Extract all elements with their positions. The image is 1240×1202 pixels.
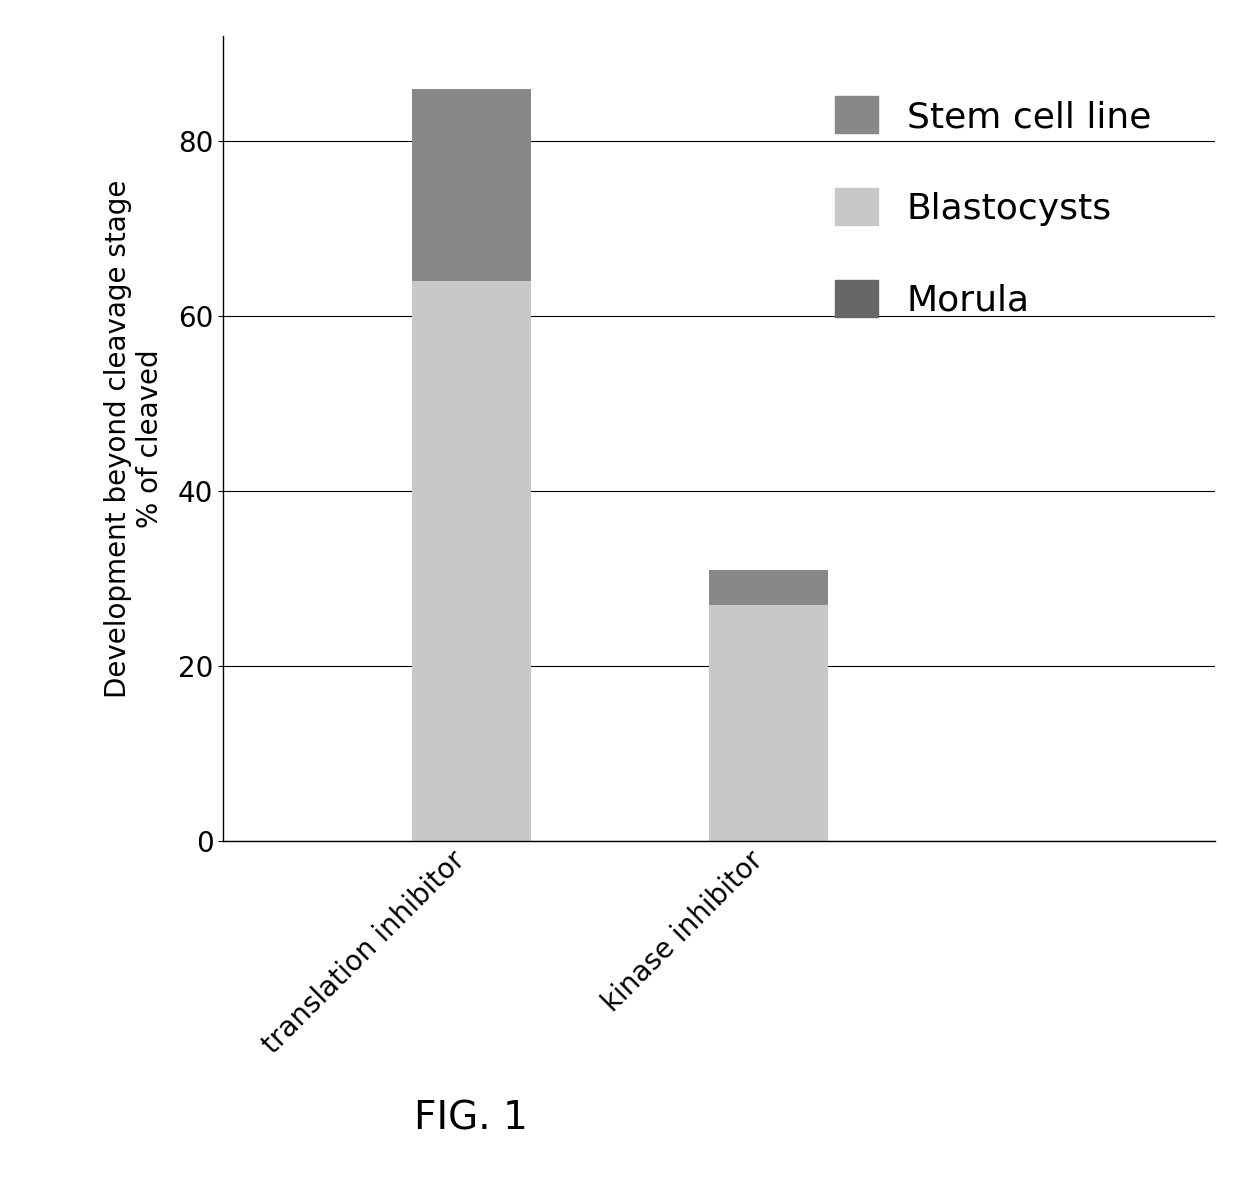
Y-axis label: Development beyond cleavage stage
% of cleaved: Development beyond cleavage stage % of c… xyxy=(104,179,164,698)
Bar xyxy=(412,281,531,841)
Bar xyxy=(709,570,828,605)
Bar xyxy=(412,89,531,281)
Legend: Stem cell line, Blastocysts, Morula: Stem cell line, Blastocysts, Morula xyxy=(817,78,1169,335)
Bar xyxy=(709,605,828,841)
Text: FIG. 1: FIG. 1 xyxy=(414,1100,528,1138)
